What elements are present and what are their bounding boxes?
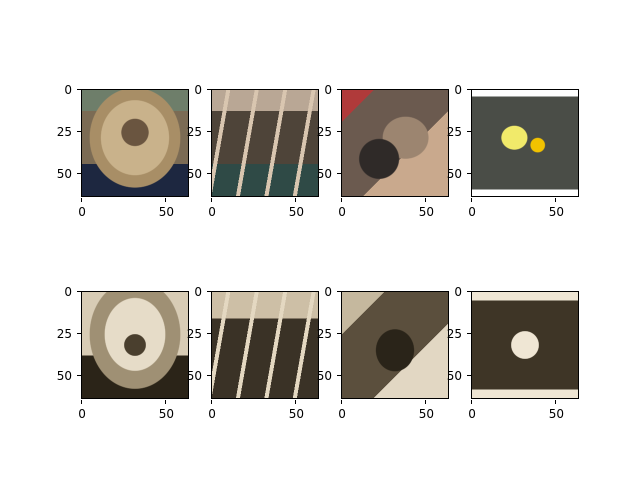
x-tick-label: 0	[468, 407, 476, 421]
rowing-oars-image	[212, 90, 318, 196]
y-tick-label: 25	[186, 327, 202, 342]
y-tick-mark	[207, 333, 211, 335]
y-tick-label: 25	[56, 327, 72, 342]
y-tick-label: 50	[186, 369, 202, 384]
marmot-image	[82, 292, 188, 398]
y-tick-label: 50	[56, 369, 72, 384]
subplot-reconstruction-puppies: 0 50 0 25 50	[317, 286, 449, 420]
x-tick-label: 50	[548, 407, 565, 421]
x-tick-label: 0	[338, 205, 346, 219]
x-tick-mark	[555, 400, 557, 404]
subplot-reconstruction-marmot: 0 50 0 25 50	[57, 286, 189, 420]
x-tick-label: 50	[158, 205, 175, 219]
y-tick-mark	[77, 333, 81, 335]
y-tick-label: 0	[194, 83, 202, 97]
y-tick-mark	[467, 375, 471, 377]
y-tick-mark	[467, 333, 471, 335]
x-tick-label: 0	[78, 205, 86, 219]
x-tick-mark	[341, 198, 342, 202]
x-tick-label: 50	[418, 205, 435, 219]
y-tick-label: 25	[56, 125, 72, 140]
y-tick-label: 25	[446, 327, 462, 342]
x-tick-mark	[555, 198, 557, 202]
x-tick-mark	[425, 198, 427, 202]
x-tick-label: 0	[468, 205, 476, 219]
y-tick-label: 50	[186, 167, 202, 182]
y-tick-mark	[337, 131, 341, 133]
x-tick-mark	[471, 400, 472, 404]
subplot-original-puppies: 0 50 0 25 50	[317, 84, 449, 218]
x-tick-mark	[211, 400, 212, 404]
y-tick-label: 25	[446, 125, 462, 140]
y-tick-label: 0	[194, 285, 202, 299]
y-tick-mark	[337, 291, 341, 292]
y-tick-mark	[77, 173, 81, 175]
y-tick-mark	[77, 89, 81, 90]
x-tick-mark	[211, 198, 212, 202]
y-tick-label: 50	[446, 369, 462, 384]
y-tick-mark	[337, 89, 341, 90]
y-tick-label: 0	[454, 83, 462, 97]
y-tick-mark	[337, 333, 341, 335]
x-tick-label: 0	[338, 407, 346, 421]
x-tick-mark	[165, 400, 167, 404]
x-tick-mark	[425, 400, 427, 404]
x-tick-label: 50	[288, 205, 305, 219]
x-tick-mark	[295, 198, 297, 202]
y-tick-mark	[207, 291, 211, 292]
x-tick-label: 0	[78, 407, 86, 421]
subplot-reconstruction-rowing-oars: 0 50 0 25 50	[187, 286, 319, 420]
y-tick-label: 50	[316, 167, 332, 182]
rowing-oars-image	[212, 292, 318, 398]
y-tick-label: 50	[446, 167, 462, 182]
y-tick-label: 0	[324, 83, 332, 97]
x-tick-label: 0	[208, 407, 216, 421]
y-tick-label: 25	[316, 327, 332, 342]
x-tick-mark	[81, 198, 82, 202]
y-tick-mark	[207, 375, 211, 377]
x-tick-mark	[295, 400, 297, 404]
y-tick-mark	[77, 375, 81, 377]
y-tick-label: 50	[316, 369, 332, 384]
subplot-original-butterfly-on-flower: 0 50 0 25 50	[447, 84, 579, 218]
y-tick-mark	[467, 89, 471, 90]
y-tick-label: 0	[454, 285, 462, 299]
y-tick-label: 0	[64, 83, 72, 97]
x-tick-label: 0	[208, 205, 216, 219]
y-tick-label: 0	[324, 285, 332, 299]
y-tick-label: 50	[56, 167, 72, 182]
marmot-image	[82, 90, 188, 196]
y-tick-mark	[467, 173, 471, 175]
subplot-reconstruction-butterfly-on-flower: 0 50 0 25 50	[447, 286, 579, 420]
x-tick-label: 50	[548, 205, 565, 219]
butterfly-on-flower-image	[472, 292, 578, 398]
y-tick-mark	[467, 291, 471, 292]
puppies-image	[342, 292, 448, 398]
y-tick-mark	[207, 173, 211, 175]
subplot-original-marmot: 0 50 0 25 50	[57, 84, 189, 218]
x-tick-label: 50	[418, 407, 435, 421]
x-tick-label: 50	[288, 407, 305, 421]
y-tick-mark	[207, 131, 211, 133]
butterfly-on-flower-image	[472, 90, 578, 196]
x-tick-mark	[341, 400, 342, 404]
y-tick-mark	[467, 131, 471, 133]
y-tick-mark	[337, 173, 341, 175]
x-tick-label: 50	[158, 407, 175, 421]
subplot-original-rowing-oars: 0 50 0 25 50	[187, 84, 319, 218]
y-tick-mark	[207, 89, 211, 90]
y-tick-mark	[337, 375, 341, 377]
y-tick-mark	[77, 291, 81, 292]
x-tick-mark	[81, 400, 82, 404]
y-tick-label: 25	[316, 125, 332, 140]
y-tick-label: 0	[64, 285, 72, 299]
x-tick-mark	[165, 198, 167, 202]
puppies-image	[342, 90, 448, 196]
y-tick-label: 25	[186, 125, 202, 140]
y-tick-mark	[77, 131, 81, 133]
x-tick-mark	[471, 198, 472, 202]
